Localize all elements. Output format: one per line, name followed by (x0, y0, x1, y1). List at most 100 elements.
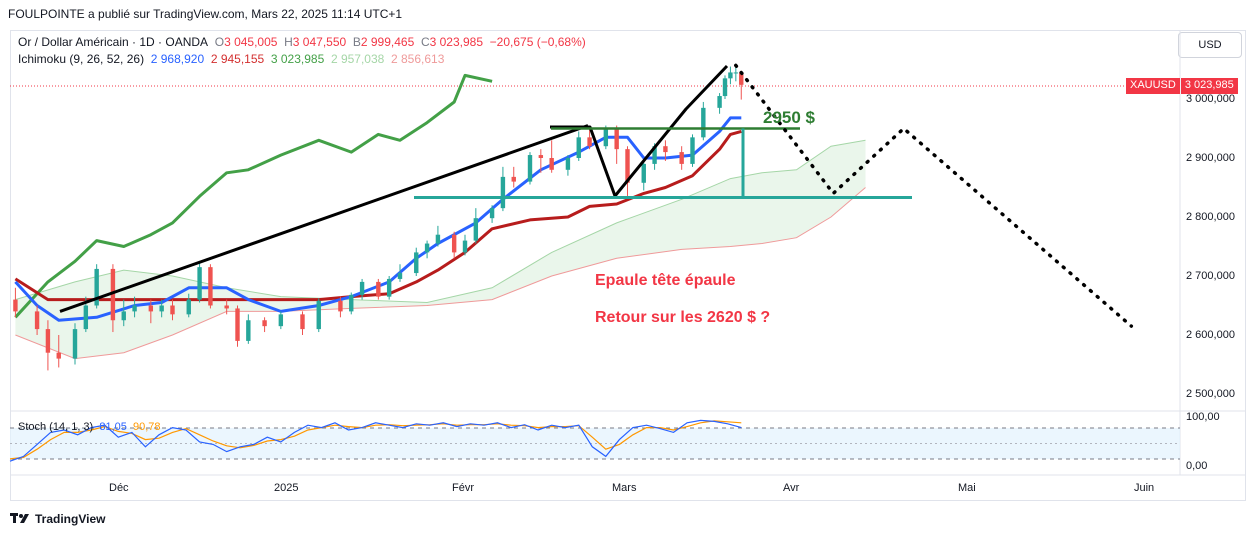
candle (262, 317, 267, 333)
candle-body (386, 278, 392, 297)
chart-frame (10, 30, 1246, 501)
candle-body (538, 155, 544, 158)
open-value: 3 045,005 (224, 35, 278, 49)
stoch-d-value: 90,78 (133, 421, 161, 433)
low-label: B (352, 35, 361, 49)
price-tag-symbol: XAUUSD (1126, 78, 1180, 94)
candle (13, 287, 18, 318)
candle (45, 320, 51, 371)
x-tick-label: Févr (452, 482, 474, 494)
candle-body (300, 314, 305, 330)
candle (186, 293, 191, 318)
candle (397, 264, 403, 282)
ichimoku-cloud (15, 139, 866, 360)
candle (641, 160, 646, 191)
candle (451, 231, 457, 259)
chikou-value: 3 023,985 (270, 52, 325, 66)
candle-body (83, 305, 89, 330)
candle-body (722, 78, 728, 97)
candle-body (246, 320, 251, 341)
candle (300, 311, 305, 335)
candle-body (170, 305, 175, 315)
candle-body (690, 137, 695, 164)
pattern-annotation: Epaule tête épaule (595, 272, 736, 289)
neckline-trend (59, 124, 589, 313)
candle-body (397, 273, 403, 279)
currency-button[interactable]: USD (1178, 32, 1242, 58)
x-tick-label: Déc (109, 482, 129, 494)
publisher-header: FOULPOINTE a publié sur TradingView.com,… (8, 7, 403, 21)
candle (110, 264, 116, 333)
candle-body (717, 96, 722, 108)
candle-body (701, 107, 706, 138)
high-label: H (284, 35, 293, 49)
head-shoulders-path (550, 64, 729, 198)
candle-body (603, 128, 609, 147)
candle-body (587, 137, 592, 147)
candle-body (549, 158, 554, 170)
stoch-tick-label: 100,00 (1186, 411, 1220, 423)
candle-body (500, 176, 506, 209)
tradingview-logo[interactable]: TradingView (10, 512, 105, 526)
ichimoku-label[interactable]: Ichimoku (9, 26, 52, 26) (18, 52, 145, 66)
candle-body (13, 299, 18, 312)
candle (94, 264, 99, 309)
candle-body (462, 240, 468, 253)
candle-body (489, 208, 495, 219)
candle-body (679, 152, 684, 164)
candle (565, 155, 571, 176)
candle-body (316, 300, 321, 330)
kijun-value: 2 945,155 (210, 52, 265, 66)
candle-body (614, 128, 619, 150)
candle-body (663, 146, 668, 153)
price-legend: Or / Dollar Américain · 1D · OANDA O3 04… (18, 35, 586, 49)
candle (739, 70, 744, 100)
ichimoku-legend: Ichimoku (9, 26, 52, 26) 2 968,920 2 945… (18, 52, 444, 66)
symbol-title[interactable]: Or / Dollar Américain · 1D · OANDA (18, 35, 209, 49)
stoch-label[interactable]: Stoch (14, 1, 3) (18, 421, 94, 433)
candle (489, 205, 495, 223)
chikou-span (14, 73, 493, 319)
candle-body (34, 311, 40, 330)
cloud-area (15, 140, 866, 359)
candle-body (110, 268, 116, 321)
brand-name: TradingView (35, 512, 106, 526)
candle-body (527, 155, 533, 182)
candle (690, 134, 695, 167)
senkou-span-b (15, 187, 866, 360)
candle (197, 261, 202, 303)
target-annotation: Retour sur les 2620 $ ? (595, 309, 771, 326)
candle (349, 292, 354, 315)
candle (34, 305, 40, 335)
candle (148, 299, 154, 324)
candle (717, 93, 722, 114)
open-label: O (214, 35, 225, 49)
stoch-legend: Stoch (14, 1, 3) 81,05 90,78 (18, 421, 161, 433)
candle-body (414, 252, 419, 274)
candle-body (94, 268, 99, 306)
candle-body (565, 158, 571, 170)
candle-body (45, 329, 51, 353)
level-annotation: 2950 $ (763, 108, 815, 127)
candle (576, 131, 581, 161)
candle-body (224, 305, 229, 309)
stochastic-pane (9, 419, 1180, 462)
candle-body (728, 72, 733, 79)
candle-body (56, 352, 61, 359)
x-tick-label: Mai (958, 482, 976, 494)
senkou-b-value: 2 856,613 (391, 52, 445, 66)
candle (56, 335, 61, 368)
x-tick-label: 2025 (274, 482, 299, 494)
candle-body (159, 305, 164, 312)
stoch-d-line (9, 420, 742, 460)
candle-body (349, 294, 354, 312)
stoch-tick-label: 0,00 (1186, 460, 1208, 472)
candle-body (132, 305, 137, 312)
candle-body (424, 243, 430, 253)
price-tag-value: 3 023,985 (1180, 78, 1238, 94)
candle-body (278, 314, 284, 327)
tradingview-icon (10, 513, 29, 523)
candle (132, 296, 137, 318)
candle (316, 298, 321, 333)
